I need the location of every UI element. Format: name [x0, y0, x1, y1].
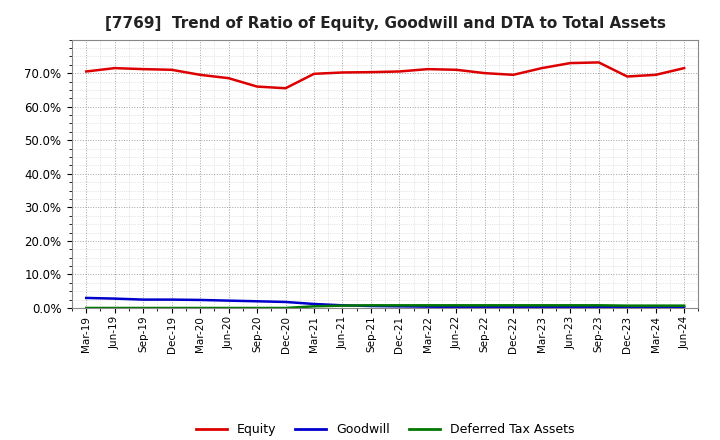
Deferred Tax Assets: [196, 305, 204, 311]
Deferred Tax Assets: [595, 303, 603, 308]
Equity: [623, 74, 631, 79]
Equity: [423, 66, 432, 72]
Deferred Tax Assets: [652, 303, 660, 308]
Goodwill: [225, 298, 233, 303]
Equity: [110, 66, 119, 71]
Equity: [366, 70, 375, 75]
Goodwill: [537, 304, 546, 310]
Deferred Tax Assets: [82, 305, 91, 311]
Deferred Tax Assets: [680, 303, 688, 308]
Equity: [338, 70, 347, 75]
Deferred Tax Assets: [167, 305, 176, 311]
Equity: [196, 72, 204, 77]
Goodwill: [338, 303, 347, 308]
Goodwill: [139, 297, 148, 302]
Goodwill: [652, 304, 660, 310]
Deferred Tax Assets: [566, 303, 575, 308]
Title: [7769]  Trend of Ratio of Equity, Goodwill and DTA to Total Assets: [7769] Trend of Ratio of Equity, Goodwil…: [104, 16, 666, 32]
Deferred Tax Assets: [480, 303, 489, 308]
Deferred Tax Assets: [537, 303, 546, 308]
Equity: [509, 72, 518, 77]
Deferred Tax Assets: [139, 305, 148, 311]
Equity: [680, 66, 688, 71]
Goodwill: [680, 304, 688, 310]
Line: Deferred Tax Assets: Deferred Tax Assets: [86, 305, 684, 308]
Goodwill: [509, 304, 518, 310]
Equity: [310, 71, 318, 77]
Deferred Tax Assets: [253, 305, 261, 311]
Equity: [225, 76, 233, 81]
Goodwill: [196, 297, 204, 303]
Deferred Tax Assets: [623, 303, 631, 308]
Goodwill: [167, 297, 176, 302]
Equity: [395, 69, 404, 74]
Equity: [566, 60, 575, 66]
Equity: [253, 84, 261, 89]
Goodwill: [110, 296, 119, 301]
Deferred Tax Assets: [282, 305, 290, 311]
Deferred Tax Assets: [310, 304, 318, 309]
Deferred Tax Assets: [366, 303, 375, 308]
Goodwill: [82, 295, 91, 301]
Equity: [139, 66, 148, 72]
Equity: [82, 69, 91, 74]
Equity: [167, 67, 176, 73]
Goodwill: [366, 303, 375, 308]
Equity: [480, 70, 489, 76]
Goodwill: [282, 299, 290, 304]
Equity: [537, 66, 546, 71]
Goodwill: [423, 304, 432, 309]
Goodwill: [253, 299, 261, 304]
Line: Equity: Equity: [86, 62, 684, 88]
Line: Goodwill: Goodwill: [86, 298, 684, 307]
Goodwill: [595, 304, 603, 310]
Legend: Equity, Goodwill, Deferred Tax Assets: Equity, Goodwill, Deferred Tax Assets: [191, 418, 580, 440]
Deferred Tax Assets: [452, 303, 461, 308]
Goodwill: [480, 304, 489, 310]
Deferred Tax Assets: [509, 303, 518, 308]
Goodwill: [452, 304, 461, 310]
Deferred Tax Assets: [225, 305, 233, 311]
Goodwill: [310, 301, 318, 307]
Equity: [452, 67, 461, 73]
Deferred Tax Assets: [395, 303, 404, 308]
Deferred Tax Assets: [338, 303, 347, 308]
Deferred Tax Assets: [423, 303, 432, 308]
Equity: [282, 86, 290, 91]
Deferred Tax Assets: [110, 305, 119, 311]
Goodwill: [395, 304, 404, 309]
Goodwill: [566, 304, 575, 310]
Equity: [652, 72, 660, 77]
Equity: [595, 60, 603, 65]
Goodwill: [623, 304, 631, 310]
